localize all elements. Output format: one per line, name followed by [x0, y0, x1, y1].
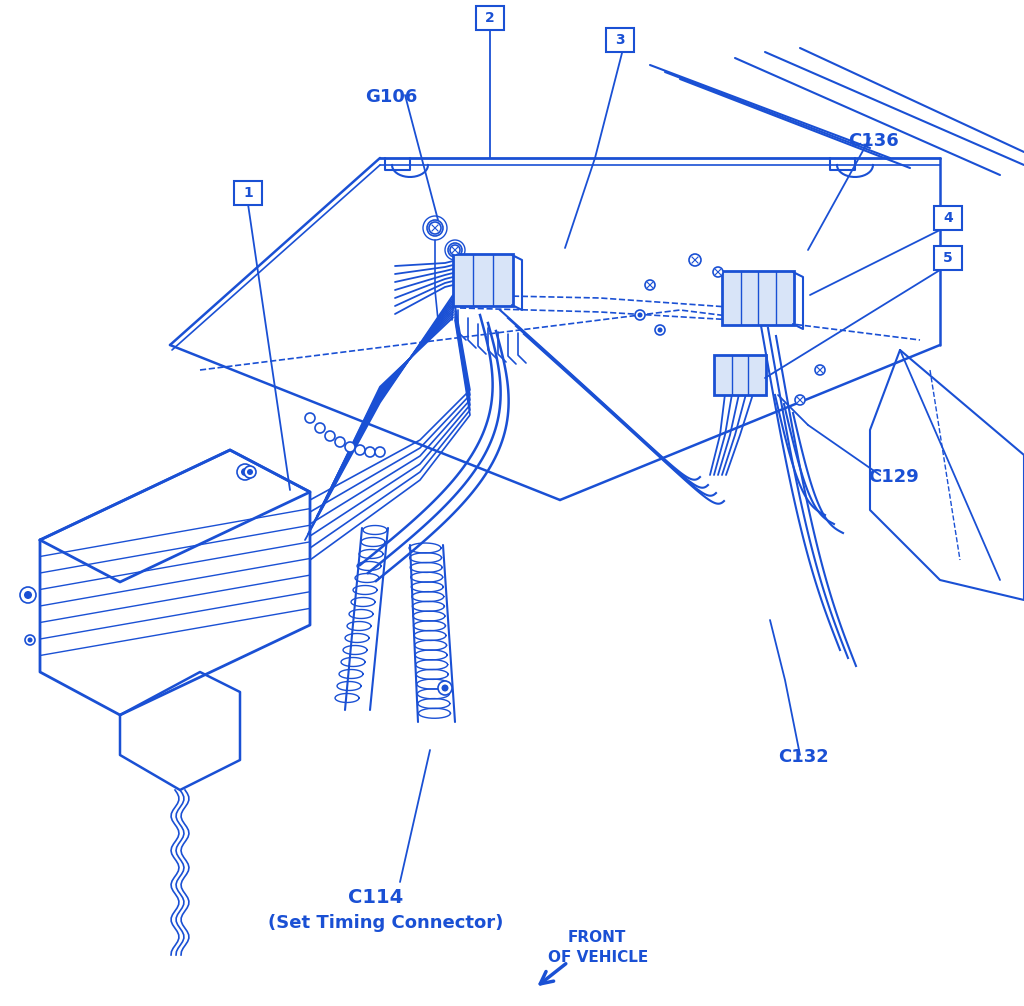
Circle shape — [237, 464, 253, 480]
Circle shape — [441, 684, 449, 691]
Text: C132: C132 — [778, 748, 828, 766]
Circle shape — [247, 469, 253, 475]
FancyBboxPatch shape — [453, 254, 513, 306]
Text: 3: 3 — [615, 33, 625, 47]
Text: 2: 2 — [485, 11, 495, 25]
Circle shape — [325, 431, 335, 441]
Circle shape — [355, 445, 365, 455]
FancyBboxPatch shape — [934, 206, 962, 230]
Circle shape — [345, 442, 355, 452]
Text: OF VEHICLE: OF VEHICLE — [548, 950, 648, 965]
FancyBboxPatch shape — [714, 355, 766, 395]
FancyBboxPatch shape — [722, 271, 794, 325]
Circle shape — [795, 395, 805, 405]
Circle shape — [689, 254, 701, 266]
Polygon shape — [40, 450, 310, 715]
Circle shape — [315, 423, 325, 433]
Circle shape — [655, 325, 665, 335]
FancyBboxPatch shape — [606, 28, 634, 52]
Circle shape — [365, 447, 375, 457]
Text: G106: G106 — [365, 88, 418, 106]
Circle shape — [450, 245, 460, 255]
Circle shape — [427, 220, 443, 236]
FancyBboxPatch shape — [234, 181, 262, 205]
Circle shape — [25, 635, 35, 645]
Circle shape — [713, 267, 723, 277]
FancyBboxPatch shape — [476, 6, 504, 30]
Circle shape — [335, 437, 345, 447]
Circle shape — [423, 216, 447, 240]
Text: 5: 5 — [943, 252, 953, 265]
Text: C129: C129 — [868, 468, 919, 486]
Text: 1: 1 — [243, 186, 253, 200]
Text: C136: C136 — [848, 132, 899, 150]
Text: C114: C114 — [348, 888, 403, 907]
Circle shape — [241, 468, 249, 476]
Circle shape — [635, 310, 645, 320]
Circle shape — [20, 586, 36, 603]
Circle shape — [375, 447, 385, 457]
Circle shape — [429, 222, 441, 234]
Circle shape — [28, 638, 33, 643]
Circle shape — [24, 591, 32, 599]
Text: (Set Timing Connector): (Set Timing Connector) — [268, 914, 504, 932]
Circle shape — [657, 328, 663, 333]
Circle shape — [445, 240, 465, 260]
FancyBboxPatch shape — [934, 246, 962, 270]
Circle shape — [244, 466, 256, 478]
Text: 4: 4 — [943, 211, 953, 225]
Circle shape — [305, 413, 315, 423]
Circle shape — [449, 243, 462, 257]
Circle shape — [438, 681, 452, 695]
Circle shape — [638, 313, 642, 318]
Text: FRONT: FRONT — [568, 930, 627, 945]
Circle shape — [815, 365, 825, 375]
Circle shape — [645, 280, 655, 290]
Polygon shape — [120, 672, 240, 790]
